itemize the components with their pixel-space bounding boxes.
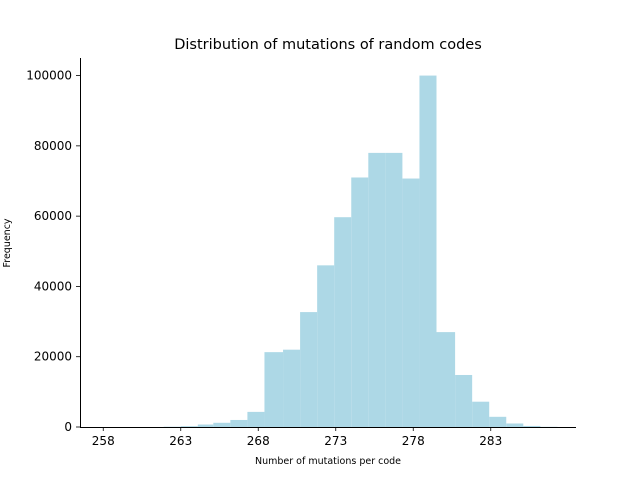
y-tick-label-0: 0	[64, 420, 72, 434]
histogram-bar-16	[436, 332, 456, 427]
histogram-bar-6	[264, 352, 284, 427]
x-tick-label-3: 273	[324, 434, 347, 448]
histogram-bar-20	[506, 423, 524, 427]
y-axis-label: Frequency	[2, 218, 13, 267]
y-tick-label-5: 100000	[26, 69, 72, 83]
histogram-bar-19	[489, 416, 507, 427]
histogram-bar-21	[523, 425, 541, 427]
y-tick-label-2: 40000	[34, 279, 72, 293]
y-tick-label-4: 80000	[34, 139, 72, 153]
y-axis-ticks: 0 20000 40000 60000 80000 100000	[26, 69, 80, 434]
x-tick-label-0: 258	[92, 434, 115, 448]
histogram-bar-8	[300, 312, 318, 427]
histogram-bar-17	[455, 374, 473, 427]
histogram-bar-13	[385, 152, 403, 427]
y-tick-label-1: 20000	[34, 350, 72, 364]
x-axis-ticks: 258 263 268 273 278 283	[92, 427, 502, 448]
histogram-bar-14	[402, 178, 420, 427]
x-tick-label-4: 278	[402, 434, 425, 448]
histogram-bar-1	[180, 426, 198, 427]
x-tick-label-1: 263	[169, 434, 192, 448]
chart-title: Distribution of mutations of random code…	[174, 37, 482, 53]
histogram-bar-7	[283, 349, 301, 427]
histogram-bar-10	[334, 217, 352, 427]
histogram-bar-9	[317, 265, 335, 427]
histogram-bar-5	[247, 411, 265, 427]
histogram-bar-12	[368, 152, 386, 427]
histogram-bar-11	[351, 177, 369, 427]
x-tick-label-5: 283	[479, 434, 502, 448]
histogram-bars	[163, 75, 558, 428]
histogram-bar-2	[197, 424, 214, 427]
x-axis-label: Number of mutations per code	[255, 456, 401, 467]
y-tick-label-3: 60000	[34, 209, 72, 223]
histogram-bar-3	[213, 422, 231, 427]
histogram-bar-15	[419, 75, 437, 428]
histogram-bar-18	[472, 401, 490, 427]
histogram-bar-4	[230, 419, 248, 427]
x-tick-label-2: 268	[247, 434, 270, 448]
